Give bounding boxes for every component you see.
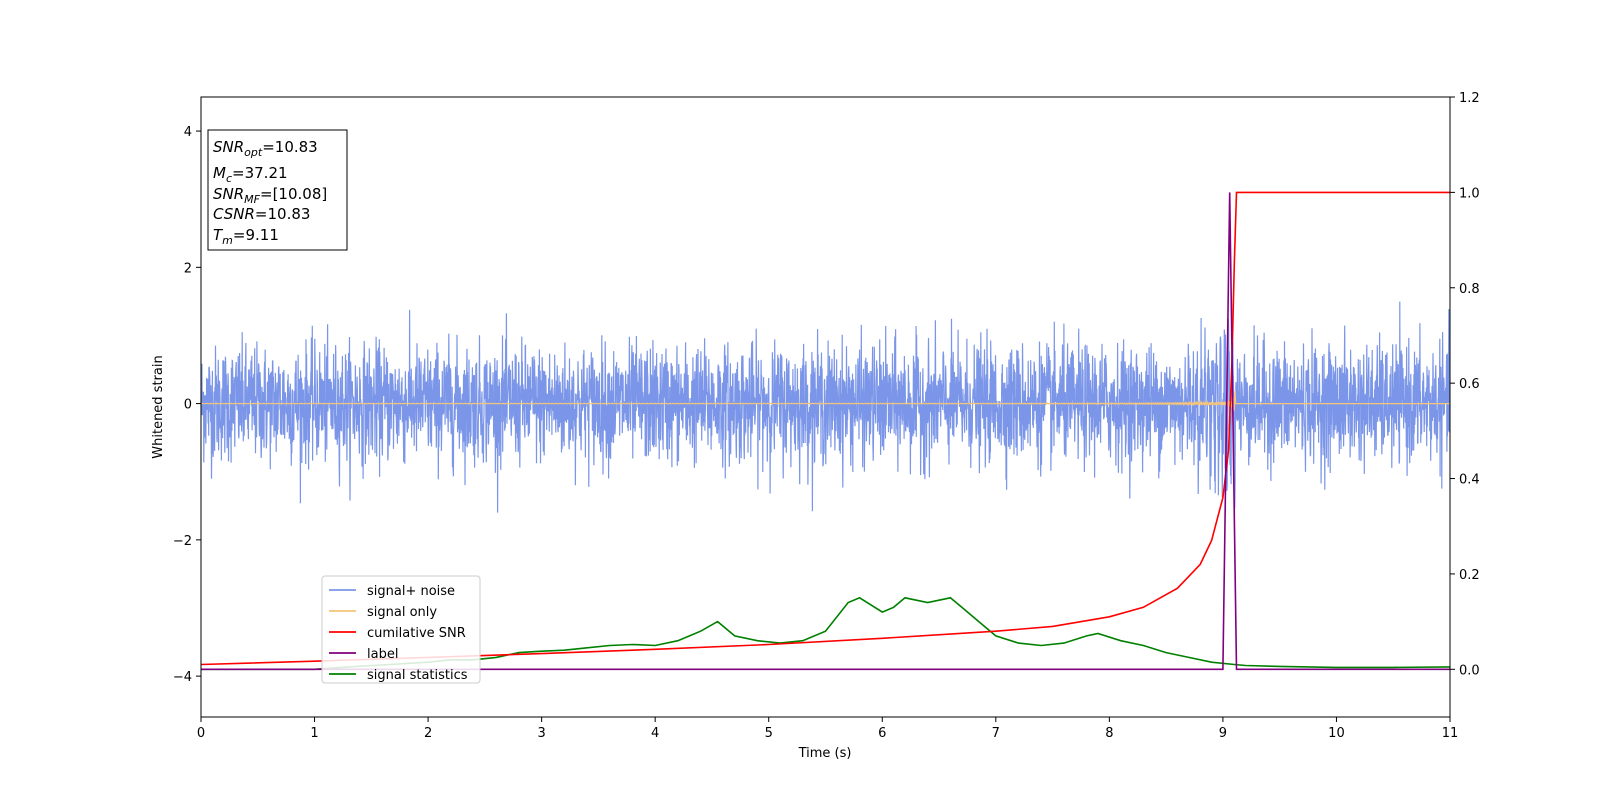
series-layer <box>201 191 1450 671</box>
y-tick-label: 0 <box>184 398 192 413</box>
y2-tick-label: 1.0 <box>1459 186 1480 201</box>
x-tick-label: 2 <box>424 726 432 741</box>
x-tick-label: 0 <box>197 726 205 741</box>
y2-tick-label: 1.2 <box>1459 91 1480 106</box>
plot-area-frame <box>200 96 1451 718</box>
y-axis-left: −4 −2 0 2 4 <box>173 125 201 685</box>
legend-entry-label: label <box>367 647 398 662</box>
info-snr-mf: SNRMF=[10.08] <box>213 185 327 206</box>
y-axis-right: 0.0 0.2 0.4 0.6 0.8 1.0 1.2 <box>1450 91 1480 678</box>
y-tick-label: 2 <box>184 261 192 276</box>
y-tick-label: 4 <box>184 125 192 140</box>
y2-tick-label: 0.8 <box>1459 282 1480 297</box>
y2-tick-label: 0.2 <box>1459 568 1480 583</box>
x-axis: 0 1 2 3 4 5 6 7 8 9 10 11 <box>197 717 1458 741</box>
x-tick-label: 11 <box>1442 726 1459 741</box>
x-tick-label: 10 <box>1328 726 1345 741</box>
legend-entry-label: signal statistics <box>367 668 468 683</box>
y-tick-label: −4 <box>173 670 192 685</box>
series-label-line <box>201 192 1450 671</box>
info-box: SNRopt=10.83 Mc=37.21 SNRMF=[10.08] CSNR… <box>207 129 348 251</box>
x-tick-label: 8 <box>1105 726 1113 741</box>
legend-items: signal+ noise signal only cumilative SNR la… <box>329 584 468 683</box>
y2-tick-label: 0.4 <box>1459 473 1480 488</box>
info-csnr: CSNR=10.83 <box>213 205 310 223</box>
x-axis-label: Time (s) <box>798 746 852 761</box>
y2-tick-label: 0.0 <box>1459 663 1480 678</box>
legend: signal+ noise signal only cumilative SNR la… <box>321 575 481 684</box>
legend-frame <box>321 575 481 684</box>
x-tick-label: 7 <box>992 726 1000 741</box>
legend-entry-label: signal+ noise <box>367 584 455 599</box>
y-axis-label: Whitened strain <box>151 355 166 458</box>
info-mc: Mc=37.21 <box>213 164 288 185</box>
x-tick-label: 5 <box>765 726 773 741</box>
info-tm: Tm=9.11 <box>213 226 279 247</box>
x-tick-label: 4 <box>651 726 659 741</box>
y-tick-label: −2 <box>173 534 192 549</box>
legend-entry-label: signal only <box>367 605 437 620</box>
series-cumulative-snr-line <box>201 191 1450 666</box>
series-signal-only-line <box>201 390 1450 411</box>
legend-entry-label: cumilative SNR <box>367 626 466 641</box>
info-snr-opt: SNRopt=10.83 <box>213 138 318 159</box>
x-tick-label: 1 <box>310 726 318 741</box>
x-tick-label: 3 <box>537 726 545 741</box>
y2-tick-label: 0.6 <box>1459 377 1480 392</box>
x-tick-label: 9 <box>1219 726 1227 741</box>
x-tick-label: 6 <box>878 726 886 741</box>
